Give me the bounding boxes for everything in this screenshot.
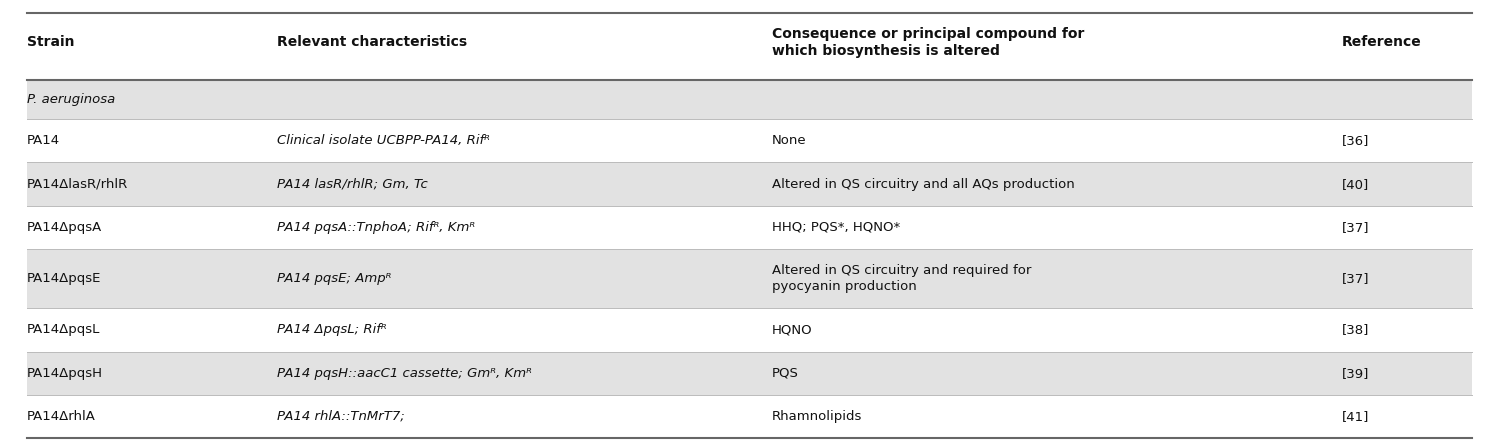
- Text: PA14: PA14: [27, 134, 60, 148]
- Text: PA14ΔpqsL: PA14ΔpqsL: [27, 323, 100, 337]
- Text: PA14 lasR/rhlR; Gm, Tc: PA14 lasR/rhlR; Gm, Tc: [277, 177, 429, 190]
- Bar: [27, 162, 1472, 206]
- Text: PA14ΔpqsA: PA14ΔpqsA: [27, 221, 102, 234]
- Text: Altered in QS circuitry and all AQs production: Altered in QS circuitry and all AQs prod…: [772, 177, 1075, 190]
- Text: PA14 pqsA::TnphoA; Rifᴿ, Kmᴿ: PA14 pqsA::TnphoA; Rifᴿ, Kmᴿ: [277, 221, 475, 234]
- Text: Altered in QS circuitry and required for
pyocyanin production: Altered in QS circuitry and required for…: [772, 264, 1031, 293]
- Text: PA14 ΔpqsL; Rifᴿ: PA14 ΔpqsL; Rifᴿ: [277, 323, 387, 337]
- Text: None: None: [772, 134, 806, 148]
- Bar: [27, 249, 1472, 308]
- Bar: [27, 119, 1472, 162]
- Text: PA14 pqsH::aacC1 cassette; Gmᴿ, Kmᴿ: PA14 pqsH::aacC1 cassette; Gmᴿ, Kmᴿ: [277, 367, 532, 380]
- Text: Relevant characteristics: Relevant characteristics: [277, 35, 468, 50]
- Text: [40]: [40]: [1342, 177, 1369, 190]
- Text: PQS: PQS: [772, 367, 799, 380]
- Text: [39]: [39]: [1342, 367, 1369, 380]
- Bar: [27, 80, 1472, 119]
- Text: [37]: [37]: [1342, 221, 1369, 234]
- Text: Reference: Reference: [1342, 35, 1421, 50]
- Text: Rhamnolipids: Rhamnolipids: [772, 410, 862, 423]
- Text: PA14ΔlasR/rhlR: PA14ΔlasR/rhlR: [27, 177, 129, 190]
- Text: Consequence or principal compound for
which biosynthesis is altered: Consequence or principal compound for wh…: [772, 26, 1084, 59]
- Bar: [27, 308, 1472, 351]
- Text: [38]: [38]: [1342, 323, 1369, 337]
- Text: PA14ΔpqsH: PA14ΔpqsH: [27, 367, 103, 380]
- Text: Clinical isolate UCBPP-PA14, Rifᴿ: Clinical isolate UCBPP-PA14, Rifᴿ: [277, 134, 490, 148]
- Text: [37]: [37]: [1342, 272, 1369, 285]
- Text: PA14ΔrhlA: PA14ΔrhlA: [27, 410, 96, 423]
- Bar: [27, 206, 1472, 249]
- Text: Strain: Strain: [27, 35, 75, 50]
- Text: HHQ; PQS*, HQNO*: HHQ; PQS*, HQNO*: [772, 221, 901, 234]
- Text: [36]: [36]: [1342, 134, 1369, 148]
- Text: P. aeruginosa: P. aeruginosa: [27, 93, 115, 106]
- Text: PA14ΔpqsE: PA14ΔpqsE: [27, 272, 102, 285]
- Text: PA14 pqsE; Ampᴿ: PA14 pqsE; Ampᴿ: [277, 272, 391, 285]
- Text: HQNO: HQNO: [772, 323, 812, 337]
- Text: PA14 rhlA::TnMrT7;: PA14 rhlA::TnMrT7;: [277, 410, 405, 423]
- Bar: [27, 395, 1472, 438]
- Bar: [27, 351, 1472, 395]
- Text: [41]: [41]: [1342, 410, 1369, 423]
